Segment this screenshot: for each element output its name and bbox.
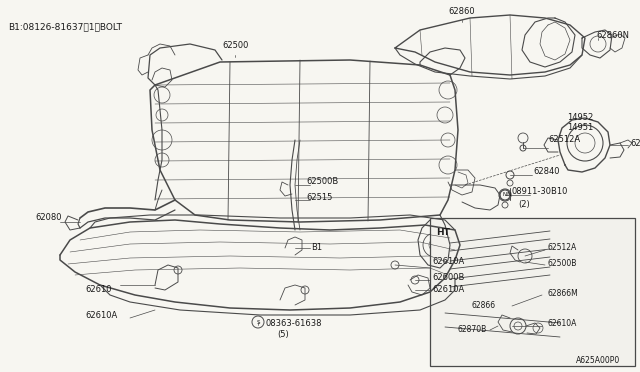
Text: 62500: 62500 bbox=[222, 42, 248, 51]
Text: N: N bbox=[503, 192, 507, 198]
Text: 62866M: 62866M bbox=[547, 289, 578, 298]
Text: 08911-30B10: 08911-30B10 bbox=[512, 187, 568, 196]
Text: 08363-61638: 08363-61638 bbox=[265, 320, 321, 328]
Text: 62500B: 62500B bbox=[306, 177, 339, 186]
Text: 62512A: 62512A bbox=[547, 244, 576, 253]
Text: 62610: 62610 bbox=[85, 285, 111, 295]
Text: (2): (2) bbox=[518, 201, 530, 209]
Text: A625A00P0: A625A00P0 bbox=[576, 356, 620, 365]
Text: B1: B1 bbox=[311, 244, 322, 253]
Text: 62860N: 62860N bbox=[596, 32, 629, 41]
Text: 62610A: 62610A bbox=[547, 318, 577, 327]
Bar bbox=[430, 218, 635, 366]
Text: 62080: 62080 bbox=[35, 214, 61, 222]
Text: N: N bbox=[507, 192, 511, 198]
Text: 62610A: 62610A bbox=[432, 257, 464, 266]
Text: 62600B: 62600B bbox=[432, 273, 465, 282]
Text: 62860: 62860 bbox=[448, 7, 475, 16]
Text: 62870B: 62870B bbox=[458, 326, 487, 334]
Text: 62840: 62840 bbox=[533, 167, 559, 176]
Text: 62610A: 62610A bbox=[630, 138, 640, 148]
Text: B1:08126-81637〈1〉BOLT: B1:08126-81637〈1〉BOLT bbox=[8, 22, 122, 31]
Text: 14951: 14951 bbox=[567, 124, 593, 132]
Text: 62500B: 62500B bbox=[547, 259, 577, 267]
Text: 62866: 62866 bbox=[472, 301, 496, 311]
Text: 14952: 14952 bbox=[567, 113, 593, 122]
Text: 62512A: 62512A bbox=[548, 135, 580, 144]
Text: HT: HT bbox=[436, 228, 450, 237]
Text: 62610A: 62610A bbox=[432, 285, 464, 295]
Text: 62610A: 62610A bbox=[85, 311, 117, 320]
Text: (5): (5) bbox=[277, 330, 289, 339]
Text: 62515: 62515 bbox=[306, 192, 332, 202]
Text: S: S bbox=[256, 320, 260, 324]
